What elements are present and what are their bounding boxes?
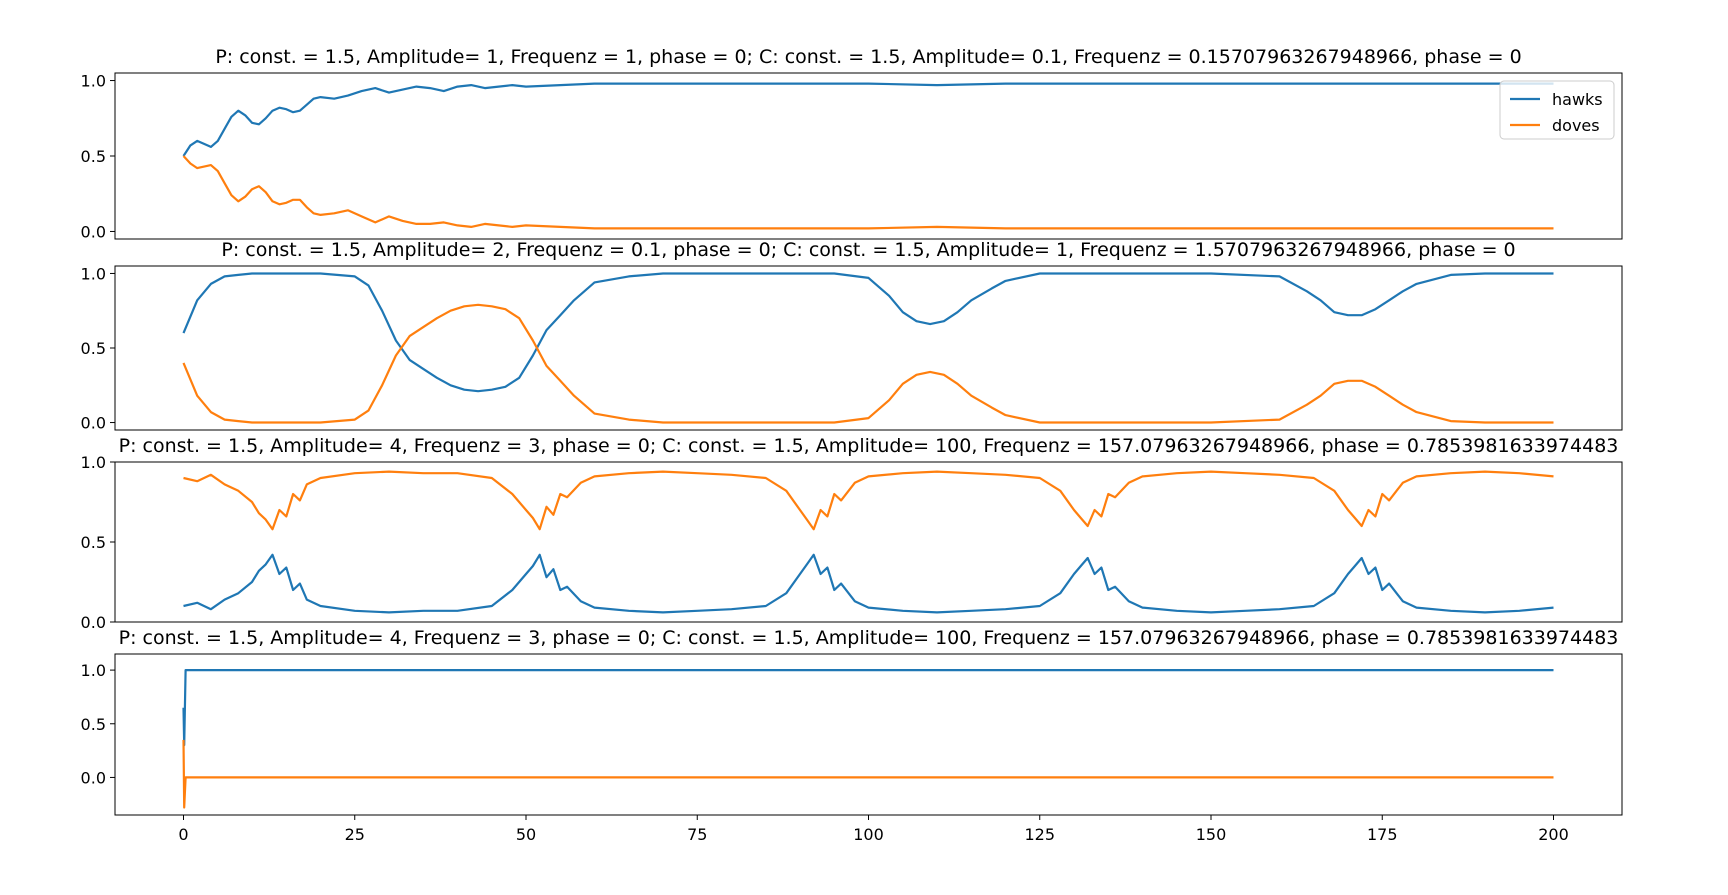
y-tick-label: 0.0: [81, 222, 106, 241]
y-tick-label: 0.0: [81, 768, 106, 787]
y-tick-label: 0.0: [81, 414, 106, 433]
y-tick-label: 1.0: [81, 72, 106, 91]
series-line-doves: [182, 303, 1554, 424]
chart-panel-3: P: const. = 1.5, Amplitude= 4, Frequenz …: [81, 435, 1623, 632]
x-tick-label: 150: [1196, 825, 1227, 844]
x-tick-label: 175: [1367, 825, 1398, 844]
chart-title: P: const. = 1.5, Amplitude= 4, Frequenz …: [119, 627, 1619, 649]
series-line-hawks: [182, 668, 1554, 747]
series-line-hawks: [183, 553, 1554, 614]
y-tick-label: 0.5: [81, 147, 106, 166]
chart-panel-2: P: const. = 1.5, Amplitude= 2, Frequenz …: [81, 239, 1623, 433]
series-line-doves: [183, 470, 1554, 531]
y-tick-label: 0.0: [81, 613, 106, 632]
y-tick-label: 1.0: [81, 453, 106, 472]
y-tick-label: 0.5: [81, 339, 106, 358]
x-tick-label: 0: [178, 825, 188, 844]
series-line-hawks: [182, 82, 1554, 157]
chart-title: P: const. = 1.5, Amplitude= 4, Frequenz …: [119, 435, 1619, 457]
series-line-doves: [182, 155, 1554, 230]
x-tick-label: 100: [853, 825, 884, 844]
series-line-doves: [182, 739, 1554, 809]
x-tick-label: 50: [516, 825, 536, 844]
series-line-hawks: [182, 272, 1554, 393]
chart-panel-4: P: const. = 1.5, Amplitude= 4, Frequenz …: [81, 627, 1623, 844]
x-tick-label: 75: [687, 825, 707, 844]
chart-title: P: const. = 1.5, Amplitude= 2, Frequenz …: [221, 239, 1515, 261]
y-tick-label: 1.0: [81, 661, 106, 680]
x-tick-label: 125: [1024, 825, 1055, 844]
x-tick-label: 25: [345, 825, 365, 844]
y-tick-label: 0.5: [81, 533, 106, 552]
x-tick-label: 200: [1538, 825, 1569, 844]
legend-label-doves: doves: [1552, 116, 1600, 135]
legend-label-hawks: hawks: [1552, 90, 1603, 109]
y-tick-label: 0.5: [81, 715, 106, 734]
y-tick-label: 1.0: [81, 264, 106, 283]
chart-panel-1: P: const. = 1.5, Amplitude= 1, Frequenz …: [81, 46, 1623, 241]
legend: hawks doves: [1499, 80, 1615, 140]
chart-title: P: const. = 1.5, Amplitude= 1, Frequenz …: [215, 46, 1521, 68]
